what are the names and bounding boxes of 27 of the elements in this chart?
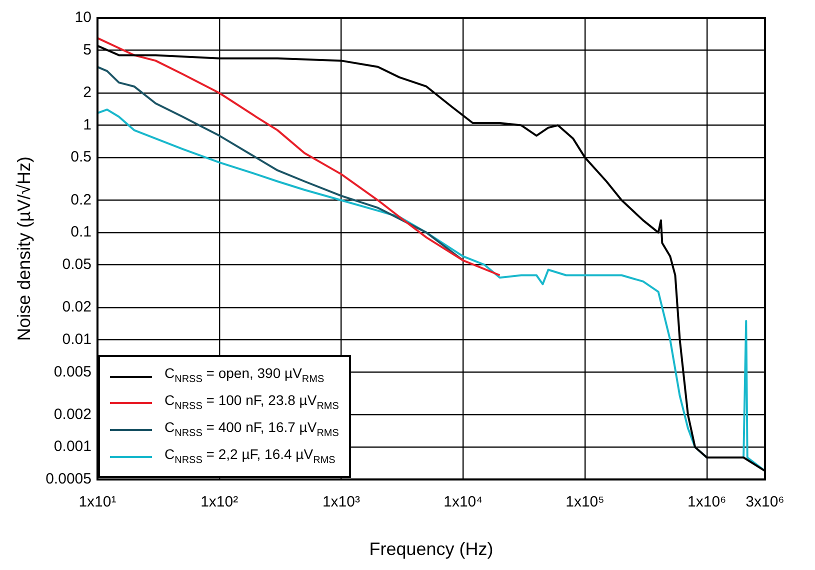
x-tick-label: 1x10³ [322,494,360,511]
legend-label: C$_{NRSS}$ = 100 nF, 23.8 µV$_{RMS}$ [164,391,339,414]
y-tick-label: 1 [83,116,92,134]
y-tick-label: 0.002 [54,406,92,423]
x-tick-label: 1x10⁴ [444,494,483,511]
y-tick-label: 0.001 [54,438,92,456]
y-tick-label: 0.005 [54,363,92,380]
y-axis-title: Noise density (µV/√Hz) [14,156,34,341]
y-tick-label: 0.05 [62,256,92,273]
legend-label: C$_{NRSS}$ = 2,2 µF, 16.4 µV$_{RMS}$ [164,444,336,468]
y-tick-label: 0.1 [70,224,92,241]
x-tick-label: 3x10⁶ [746,494,784,511]
x-tick-label: 1x10⁵ [566,494,604,511]
y-tick-label: 0.0005 [46,470,92,488]
y-tick-label: 0.2 [70,191,92,208]
legend-label: C$_{NRSS}$ = 400 nF, 16.7 µV$_{RMS}$ [164,418,339,441]
y-tick-label: 0.02 [62,298,92,316]
legend-label: C$_{NRSS}$ = open, 390 µV$_{RMS}$ [164,364,324,388]
y-tick-label: 5 [83,41,92,58]
x-tick-label: 1x10² [200,494,238,511]
y-tick-label: 2 [83,84,92,102]
y-tick-label: 10 [74,9,92,26]
x-axis-title: Frequency (Hz) [369,539,494,560]
x-tick-label: 1x10¹ [78,494,116,511]
x-tick-label: 1x10⁶ [688,494,726,511]
y-tick-label: 0.01 [62,330,92,348]
y-tick-label: 0.5 [70,148,92,166]
